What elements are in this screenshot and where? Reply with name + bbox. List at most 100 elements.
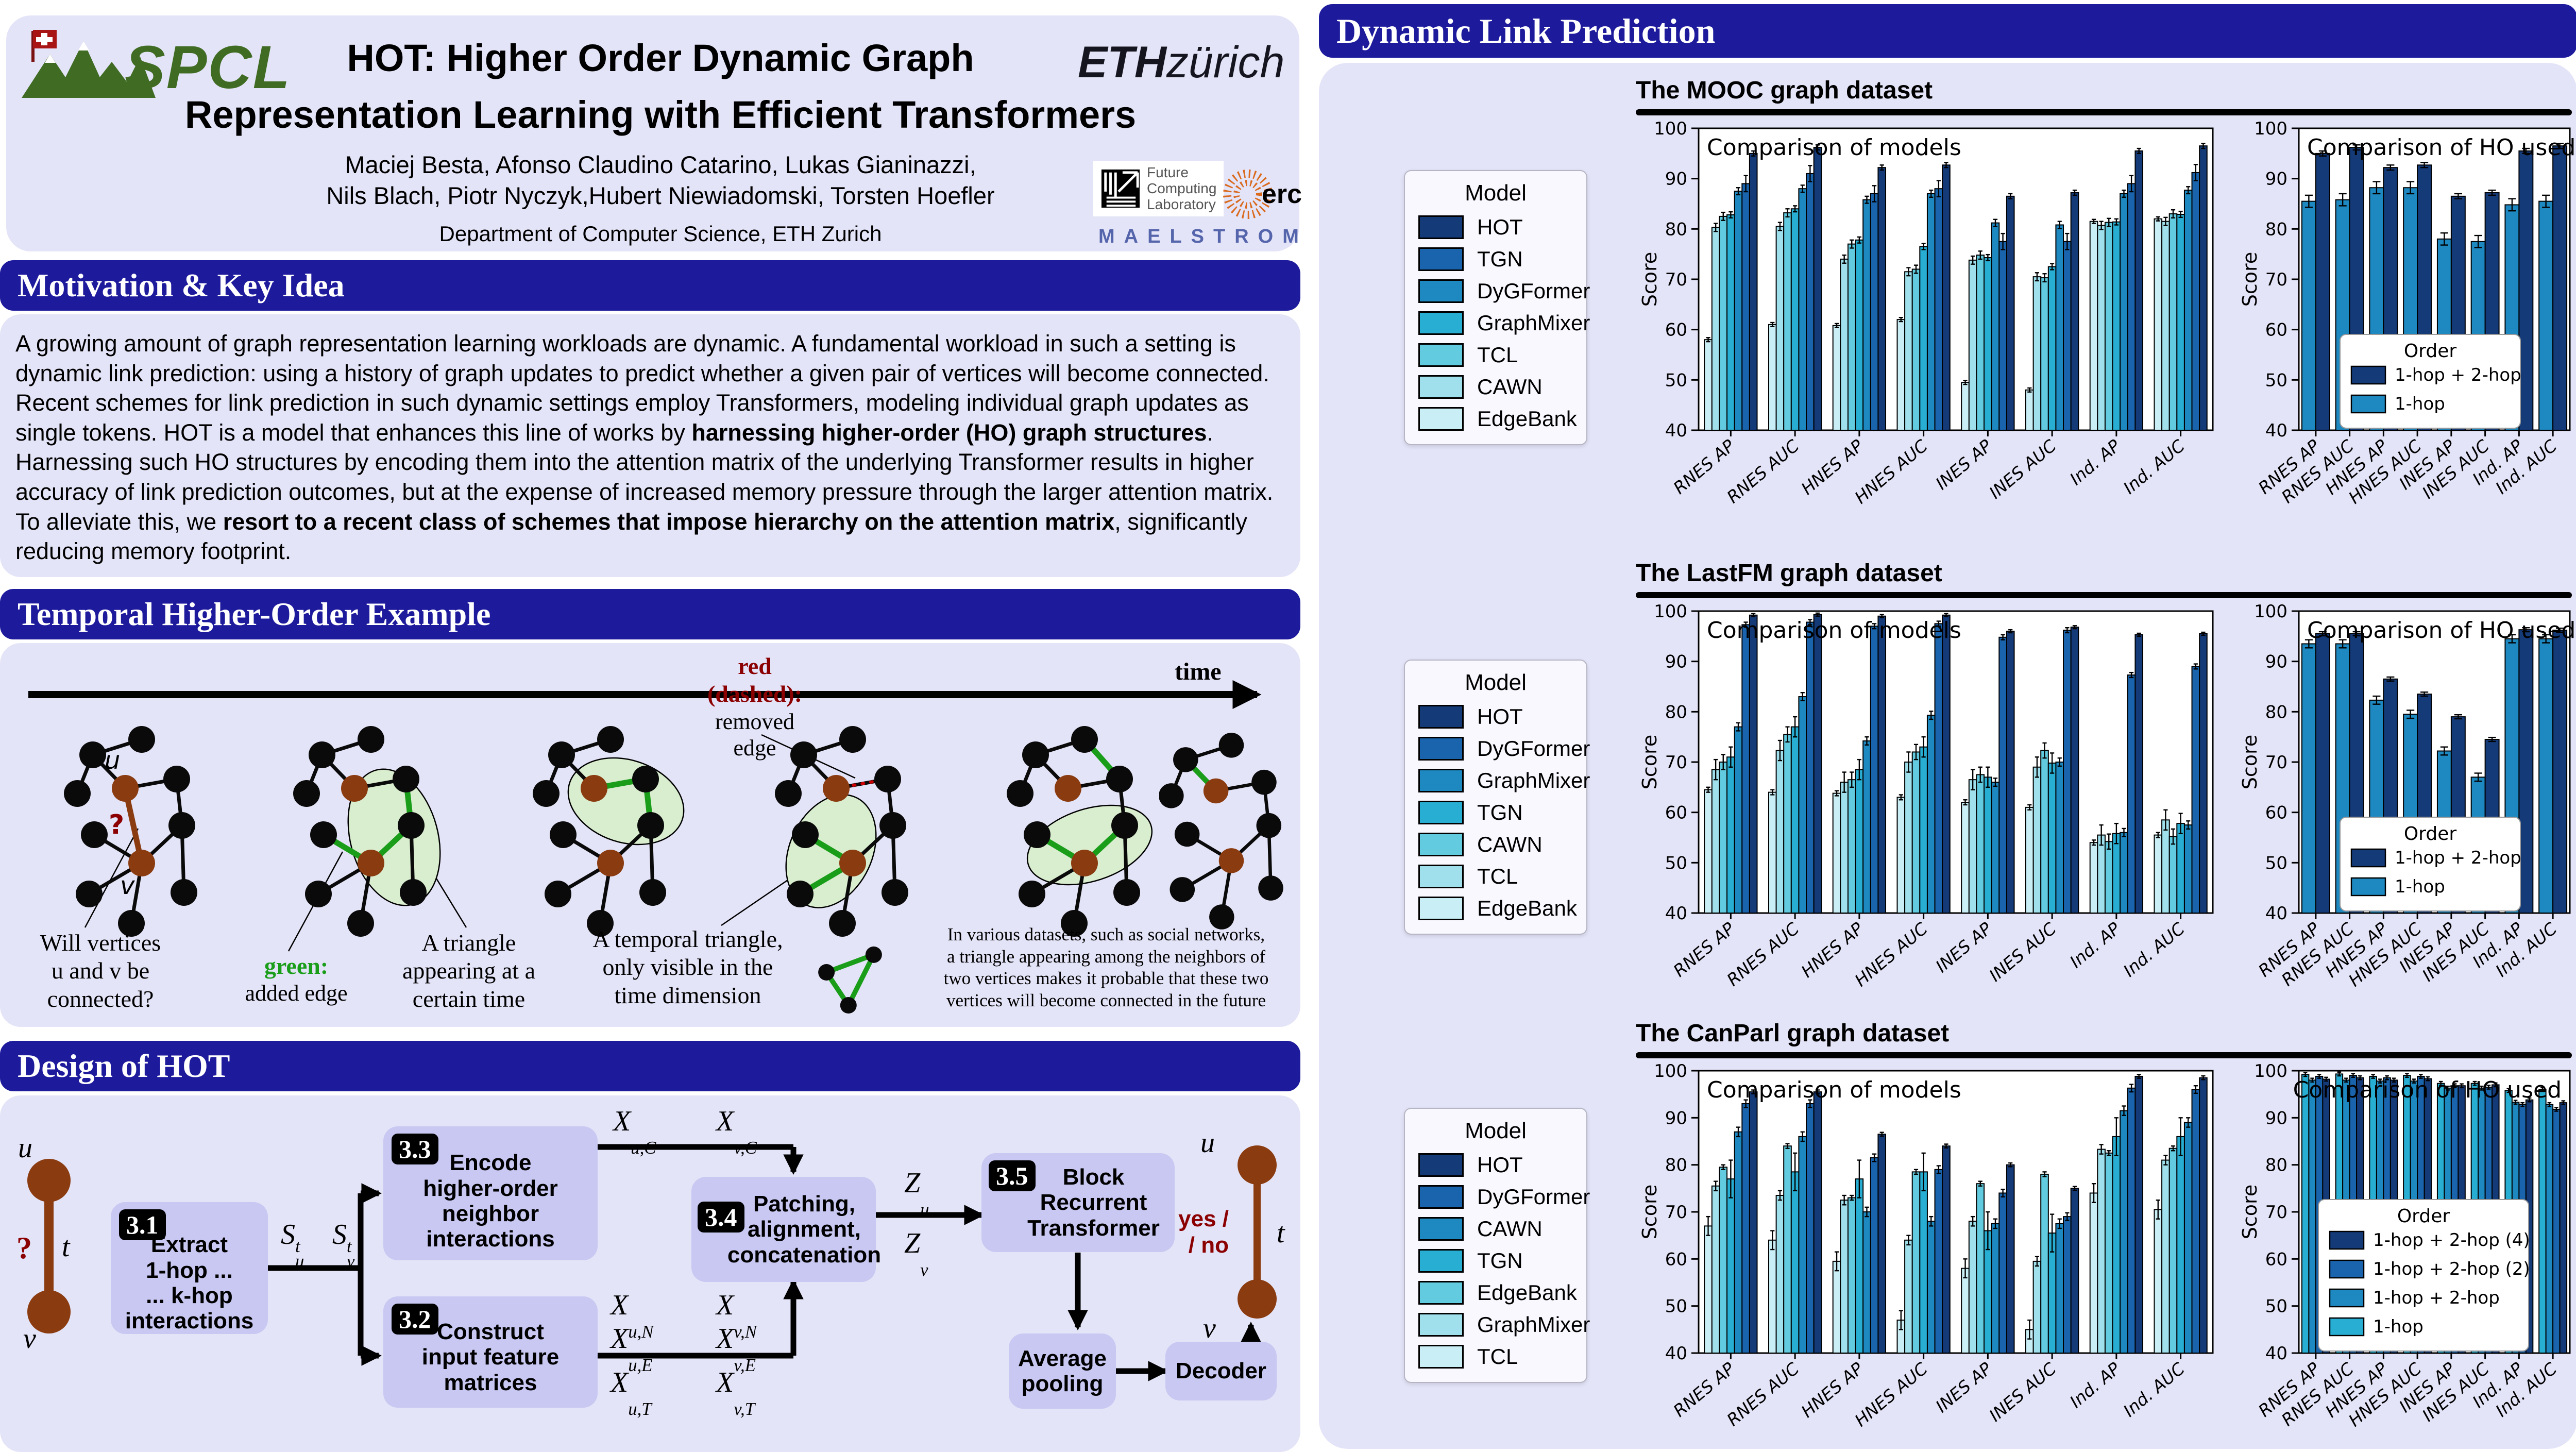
x-tick-label: RNES AUC — [1723, 918, 1803, 990]
section-header-dlp: Dynamic Link Prediction — [1319, 4, 2576, 58]
bar-GraphMixer — [2032, 1260, 2042, 1354]
bar-HOT — [1749, 1091, 1758, 1354]
bar-CAWN — [2183, 1122, 2193, 1354]
x-tick-label: INES AUC — [1985, 918, 2060, 985]
bar-TGN — [1870, 193, 1879, 431]
caption-leader-lines — [84, 734, 856, 952]
bar-GraphMixer — [2047, 266, 2057, 431]
label-x-v-t: X v,T — [716, 1366, 755, 1420]
legend-title: Model — [1465, 1118, 1527, 1143]
x-tick-label: INES AP — [1931, 1358, 1995, 1416]
svg-text:100: 100 — [1654, 1063, 1687, 1082]
bar-GraphMixer — [1904, 1239, 1913, 1354]
bar-TGN — [1726, 1178, 1735, 1354]
legend-label: GraphMixer — [1477, 311, 1590, 335]
bar-TGN — [2112, 833, 2121, 914]
label-u-right: u — [1200, 1127, 1215, 1159]
bar-TGN — [1806, 173, 1815, 431]
legend-label: GraphMixer — [1477, 768, 1590, 792]
design-box-3-3-label: Encode higher-order neighbor interaction… — [423, 1150, 558, 1252]
bar-CAWN — [1840, 258, 1849, 431]
bar-1-hop + 2-hop (4) — [2559, 1102, 2568, 1354]
svg-text:60: 60 — [1665, 1249, 1687, 1270]
bar-EdgeBank — [2104, 1152, 2113, 1354]
label-question-left: ? — [16, 1231, 32, 1265]
chart-title: Comparison of HO used — [2307, 134, 2575, 161]
design-box-3-1-label: Extract 1-hop ... ... k-hop interactions — [125, 1232, 254, 1334]
x-tick-label: Ind. AP — [2066, 435, 2124, 489]
legend-label: EdgeBank — [1477, 896, 1577, 920]
design-badge-3-3: 3.3 — [392, 1134, 438, 1164]
spcl-wordmark: SPCL — [125, 33, 291, 102]
bar-DyGFormer — [1934, 623, 1943, 914]
bar-DyGFormer — [2120, 193, 2128, 431]
graph-snapshot-1: u v? — [64, 726, 197, 937]
bar-TCL — [1719, 215, 1728, 431]
bar-CAWN — [1719, 762, 1728, 914]
motivation-panel: A growing amount of graph representation… — [0, 314, 1300, 577]
bar-DyGFormer — [1741, 1103, 1750, 1354]
svg-text:1-hop: 1-hop — [2395, 394, 2445, 414]
design-box-3-4: 3.4 Patching, alignment, concatenation — [691, 1177, 881, 1282]
bar-TGN — [1998, 241, 2007, 431]
legend-item: DyGFormer — [1418, 1181, 1590, 1213]
poster-title-line2: Representation Learning with Efficient T… — [184, 93, 1137, 136]
svg-text:80: 80 — [2265, 1155, 2287, 1176]
bar-TCL — [2161, 819, 2170, 914]
caption-temporal-triangle: A temporal triangle, only visible in the… — [592, 926, 783, 1008]
legend-swatch — [1418, 407, 1464, 431]
legend-label: DyGFormer — [1477, 736, 1590, 761]
svg-text:Order: Order — [2404, 823, 2457, 845]
dataset-rule-lastfm — [1636, 592, 2572, 598]
svg-text:70: 70 — [2265, 1202, 2287, 1223]
bar-GraphMixer — [1726, 214, 1735, 431]
bar-CAWN — [2032, 276, 2042, 431]
bar-TGN — [1726, 756, 1735, 914]
design-box-3-2-label: Construct input feature matrices — [421, 1319, 560, 1395]
design-box-3-4-label: Patching, alignment, concatenation — [727, 1191, 882, 1268]
bar-TCL — [2104, 222, 2113, 431]
svg-text:Score: Score — [2241, 735, 2261, 789]
chart-title: Comparison of models — [1707, 1077, 1961, 1103]
bar-HOT — [2134, 634, 2144, 914]
bar-TGN — [1919, 746, 1928, 914]
motivation-paragraph: A growing amount of graph representation… — [15, 329, 1284, 566]
svg-text:80: 80 — [2265, 702, 2287, 722]
bar-EdgeBank — [1896, 797, 1906, 914]
caption-red: red (dashed): removed edge — [675, 652, 835, 762]
bar-HOT — [1749, 153, 1758, 431]
bar-TCL — [1775, 750, 1785, 914]
section-title-design: Design of HOT — [18, 1048, 230, 1084]
bar-DyGFormer — [1734, 191, 1743, 431]
time-label: time — [1175, 658, 1222, 685]
bar-CAWN — [1904, 271, 1913, 431]
svg-text:80: 80 — [1665, 702, 1687, 722]
bar-TGN — [2063, 241, 2072, 431]
bar-CAWN — [1798, 1136, 1807, 1354]
bar-1-hop — [2538, 1089, 2547, 1354]
eth-logo: ETHzürich — [1078, 37, 1284, 88]
label-v-left: v — [23, 1323, 36, 1355]
svg-text:90: 90 — [1665, 169, 1687, 190]
graph-snapshot-6 — [1159, 733, 1283, 930]
section-title-temporal: Temporal Higher-Order Example — [18, 596, 491, 632]
bar-TCL — [1840, 782, 1849, 914]
legend-label: TGN — [1477, 800, 1523, 824]
design-box-3-2: 3.2 Construct input feature matrices — [383, 1296, 598, 1408]
text-segment: . Harnessing such HO structures by encod… — [15, 419, 1274, 535]
legend-item: GraphMixer — [1418, 307, 1590, 339]
label-t-left: t — [62, 1231, 70, 1263]
bar-DyGFormer — [1934, 1169, 1943, 1354]
bar-EdgeBank — [2089, 842, 2098, 914]
svg-text:40: 40 — [1665, 420, 1687, 441]
bar-TGN — [1790, 726, 1800, 914]
bar-TGN — [1984, 776, 1992, 914]
design-box-avg-pooling: Average pooling — [1009, 1333, 1116, 1409]
bar-CAWN — [1926, 1221, 1936, 1354]
caption-question: Will vertices u and v be connected? — [40, 930, 161, 1012]
legend-item: TGN — [1418, 243, 1573, 275]
label-u-left: u — [18, 1132, 32, 1164]
